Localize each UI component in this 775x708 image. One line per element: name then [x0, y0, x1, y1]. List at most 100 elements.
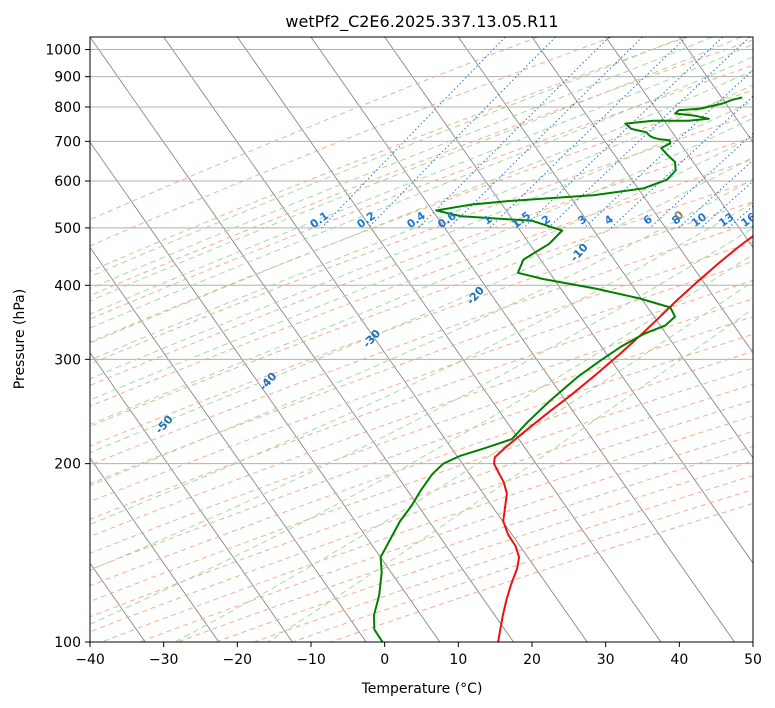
adiabat-label: -20: [464, 284, 487, 308]
dry-adiabat-line: [90, 113, 753, 365]
dry-adiabat-lines: [90, 37, 753, 642]
dry-adiabat-line: [90, 399, 753, 633]
moist-adiabat-line: [90, 37, 742, 302]
adiabat-label: -50: [153, 413, 176, 437]
isobar-gridlines: [90, 49, 753, 642]
dry-adiabat-line: [90, 279, 753, 520]
isotherm-line: [90, 457, 220, 642]
x-tick-label: −10: [296, 652, 326, 668]
temperature-profile-line: [493, 234, 753, 642]
x-tick-label: 20: [523, 652, 541, 668]
x-tick-label: 50: [744, 652, 762, 668]
moist-adiabat-line: [90, 136, 753, 426]
mixing-ratio-line: [448, 37, 643, 229]
isotherm-line: [90, 37, 514, 642]
dry-adiabat-line: [90, 221, 753, 466]
isotherm-lines: [0, 37, 753, 642]
dry-adiabat-line: [90, 350, 753, 587]
moist-adiabat-line: [90, 100, 753, 380]
dry-adiabat-line: [90, 298, 753, 538]
dry-adiabat-line: [90, 64, 753, 320]
dry-adiabat-line: [90, 136, 753, 386]
moist-adiabat-line: [90, 43, 753, 315]
dry-adiabat-line: [90, 201, 753, 447]
isotherm-line: [384, 37, 753, 564]
dewpoint-profile-line: [373, 96, 743, 642]
isotherm-line: [236, 37, 662, 642]
dry-adiabat-line: [90, 37, 613, 247]
mixing-ratio-line: [728, 205, 753, 229]
moist-adiabat-line: [90, 37, 713, 290]
y-tick-label: 600: [54, 174, 81, 190]
dry-adiabat-line: [90, 180, 753, 427]
dry-adiabat-line: [90, 39, 753, 297]
mixing-ratio-line: [523, 37, 724, 229]
moist-adiabat-line: [90, 253, 753, 625]
dry-adiabat-line: [177, 445, 753, 642]
y-tick-label: 900: [54, 70, 81, 86]
isotherm-line: [310, 37, 735, 642]
mixing-ratio-line: [584, 69, 753, 229]
x-tick-label: 40: [670, 652, 688, 668]
isotherm-line: [90, 141, 441, 642]
moist-adiabat-line: [90, 117, 753, 401]
mixing-ratio-line: [417, 37, 610, 229]
y-tick-label: 500: [54, 221, 81, 237]
adiabat-label: -30: [360, 327, 383, 351]
axis-ticks: −40 −30 −20 −10 0 10 20 30 40 50 100 200 300 400 500 60…: [45, 43, 762, 668]
isotherm-line: [90, 351, 293, 642]
mixing-ratio-label: 2: [539, 213, 553, 228]
dry-adiabat-line: [90, 316, 753, 554]
moist-adiabat-lines: [90, 37, 753, 642]
mixing-ratio-label: 13: [716, 210, 736, 230]
dry-adiabat-line: [90, 37, 538, 221]
y-tick-label: 800: [54, 100, 81, 116]
x-axis-title: Temperature (°C): [361, 681, 483, 697]
y-tick-label: 400: [54, 278, 81, 294]
moist-adiabat-line: [90, 70, 753, 344]
mixing-ratio-line: [610, 95, 753, 229]
moist-adiabat-line: [90, 227, 753, 571]
dry-adiabat-line: [90, 241, 753, 485]
x-tick-label: −40: [75, 652, 105, 668]
x-tick-label: −20: [223, 652, 253, 668]
mixing-ratio-lines: [321, 37, 753, 229]
x-tick-label: 10: [449, 652, 467, 668]
dry-adiabat-line: [90, 158, 753, 407]
mixing-ratio-line: [321, 37, 506, 229]
isotherm-line: [0, 37, 72, 642]
y-tick-label: 300: [54, 352, 81, 368]
dry-adiabat-line: [254, 474, 753, 642]
isotherm-line: [531, 37, 753, 354]
moist-adiabat-line: [90, 156, 753, 454]
moist-adiabat-line: [90, 178, 753, 487]
moist-adiabat-line: [90, 56, 753, 329]
chart-title: wetPf2_C2E6.2025.337.13.05.R11: [285, 12, 558, 32]
x-tick-label: 0: [380, 652, 389, 668]
x-tick-label: 30: [597, 652, 615, 668]
isotherm-line: [90, 246, 367, 642]
dry-adiabat-line: [292, 489, 753, 642]
moist-adiabat-line: [174, 280, 753, 642]
mixing-ratio-line: [367, 37, 556, 229]
mixing-ratio-line: [649, 132, 753, 229]
y-tick-label: 700: [54, 134, 81, 150]
moist-adiabat-line: [90, 37, 684, 278]
isotherm-line: [457, 37, 753, 459]
moist-adiabat-line: [90, 84, 753, 361]
dry-adiabat-line: [101, 415, 753, 642]
profile-lines: [373, 96, 753, 642]
adiabat-label: -10: [568, 241, 591, 265]
dry-adiabat-line: [139, 430, 753, 642]
mixing-ratio-label: 16: [739, 210, 759, 230]
isotherm-line: [163, 37, 588, 642]
dry-adiabat-line: [215, 460, 753, 642]
adiabat-label: -40: [257, 370, 280, 394]
y-axis-title: Pressure (hPa): [12, 289, 28, 389]
mixing-ratio-line: [750, 225, 753, 229]
mixing-ratio-label: 1: [481, 213, 495, 228]
y-tick-label: 1000: [45, 43, 81, 59]
dry-adiabat-line: [90, 383, 753, 618]
dry-adiabat-line: [90, 37, 688, 272]
